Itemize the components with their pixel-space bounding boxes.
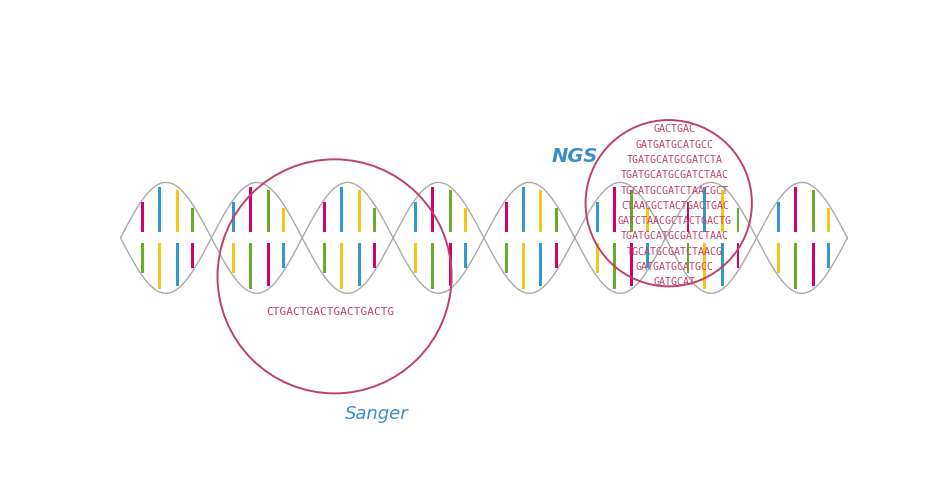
Bar [554,244,557,268]
Circle shape [585,121,751,287]
Bar [685,203,689,233]
Text: GATGATGCATGCC: GATGATGCATGCC [635,140,713,149]
Bar [430,244,433,289]
Bar [504,244,507,274]
Bar [448,244,451,286]
Bar [685,244,689,274]
Circle shape [585,121,751,287]
Bar [504,203,507,233]
Bar [430,187,433,233]
Bar [373,244,376,268]
Bar [794,244,797,289]
Bar [811,244,814,286]
Bar [358,244,361,286]
Bar [464,208,466,233]
Bar [521,244,524,289]
Bar [323,203,326,233]
Bar [176,244,178,286]
Bar [340,187,343,233]
Circle shape [585,121,751,287]
Bar [232,244,235,274]
Text: NGS: NGS [551,147,598,165]
Bar [413,203,416,233]
Bar [630,244,632,286]
Bar [249,244,252,289]
Circle shape [585,121,751,287]
Bar [521,187,524,233]
Bar [232,203,235,233]
Bar [554,208,557,233]
Bar [827,208,830,233]
Text: CTAACGCTACTGACTGAC: CTAACGCTACTGACTGAC [620,201,728,210]
Text: TGCATGCGATCTAACGCT: TGCATGCGATCTAACGCT [620,185,728,195]
Circle shape [585,121,751,287]
Bar [159,244,161,289]
Bar [358,190,361,233]
Bar [720,190,723,233]
Text: GACTGAC: GACTGAC [653,124,695,134]
Bar [142,244,144,274]
Circle shape [585,121,751,287]
Bar [735,244,739,268]
Bar [323,244,326,274]
Text: TGATGCATGCGATCTAAC: TGATGCATGCGATCTAAC [620,231,728,241]
Bar [702,187,705,233]
Circle shape [585,121,751,287]
Bar [595,244,598,274]
Bar [539,244,542,286]
Text: TGATGCATGCGATCTA: TGATGCATGCGATCTA [626,155,722,164]
Text: Sanger: Sanger [345,404,408,422]
Bar [192,244,194,268]
Bar [142,203,144,233]
Bar [777,244,780,274]
Circle shape [585,121,751,287]
Text: TGCATGCGATCTAACG: TGCATGCGATCTAACG [626,246,722,256]
Bar [159,187,161,233]
Bar [720,244,723,286]
Bar [464,244,466,268]
Circle shape [585,121,751,287]
Bar [340,244,343,289]
Text: GATCTAACGCTACTGACTG: GATCTAACGCTACTGACTG [617,216,731,226]
Bar [827,244,830,268]
Bar [735,208,739,233]
Text: GATGCAT: GATGCAT [653,277,695,287]
Bar [413,244,416,274]
Bar [612,244,615,289]
Bar [249,187,252,233]
Bar [595,203,598,233]
Bar [192,208,194,233]
Text: TGATGCATGCGATCTAAC: TGATGCATGCGATCTAAC [620,170,728,180]
Bar [777,203,780,233]
Bar [645,244,648,268]
Bar [630,190,632,233]
Bar [448,190,451,233]
Bar [176,190,178,233]
Text: GATGATGCATGCC: GATGATGCATGCC [635,262,713,271]
Bar [811,190,814,233]
Circle shape [585,121,751,287]
Circle shape [585,121,751,287]
Bar [266,190,269,233]
Bar [266,244,269,286]
Bar [645,208,648,233]
Bar [282,208,285,233]
Bar [282,244,285,268]
Bar [702,244,705,289]
Bar [373,208,376,233]
Text: CTGACTGACTGACTGACTG: CTGACTGACTGACTGACTG [266,306,395,316]
Bar [794,187,797,233]
Circle shape [585,121,751,287]
Bar [612,187,615,233]
Bar [539,190,542,233]
